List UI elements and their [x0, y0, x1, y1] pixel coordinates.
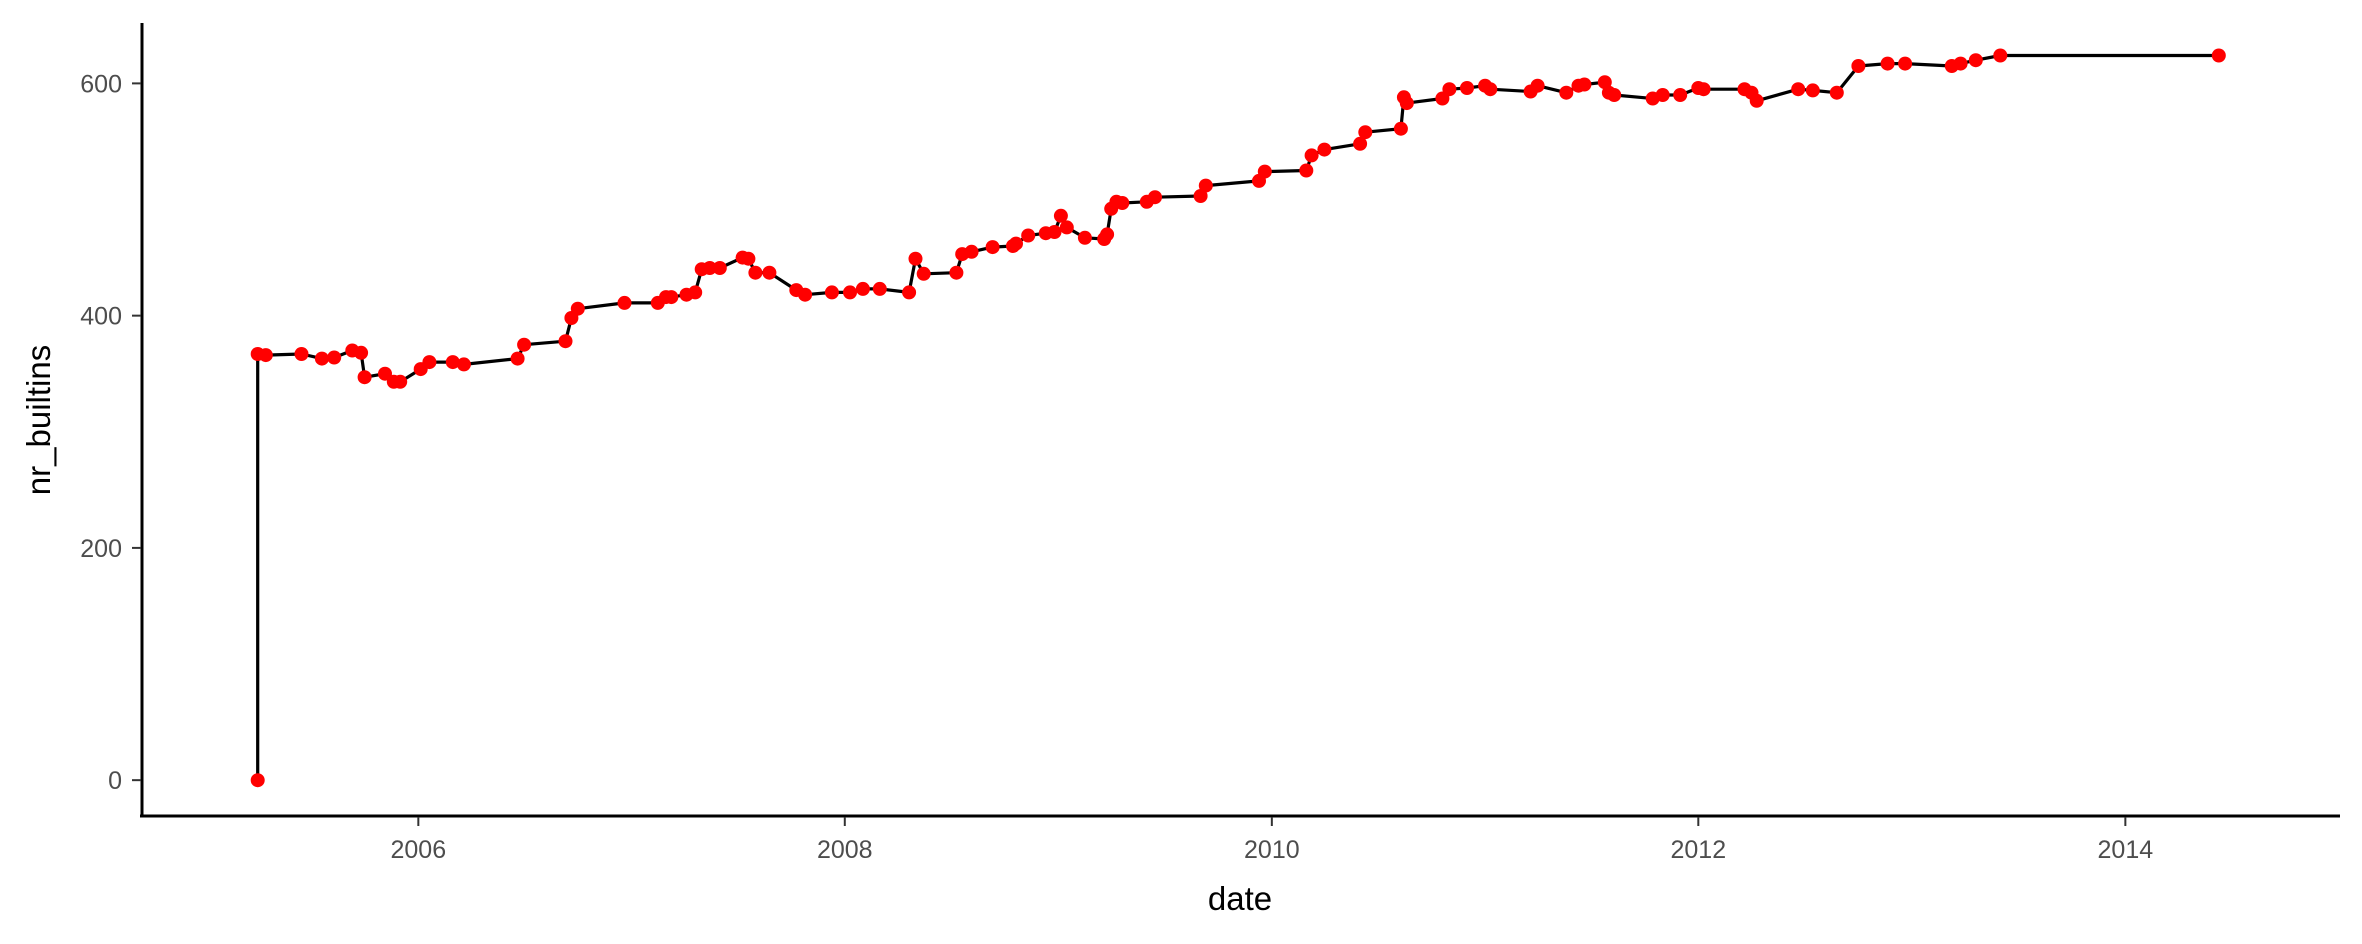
data-point: [1696, 82, 1711, 97]
data-point: [294, 347, 309, 361]
data-point: [1559, 85, 1574, 100]
x-axis-ticks: 2006 2008 2010 2012 2014: [391, 817, 2154, 864]
y-tick-label: 600: [80, 70, 122, 98]
data-point: [1077, 230, 1092, 245]
data-point: [393, 374, 408, 389]
data-point: [357, 370, 372, 385]
data-point: [1483, 82, 1498, 97]
data-point: [1304, 148, 1319, 163]
y-axis-title: nr_builtins: [20, 345, 57, 495]
data-point: [902, 285, 917, 300]
data-point: [1577, 77, 1592, 92]
data-point: [664, 290, 679, 305]
data-point: [1829, 85, 1844, 100]
data-point: [1880, 56, 1895, 71]
data-point: [558, 334, 573, 349]
data-point: [1460, 81, 1474, 95]
data-point: [517, 337, 532, 352]
data-point: [748, 265, 763, 280]
data-point: [1021, 228, 1036, 243]
data-point: [1993, 48, 2008, 63]
data-point: [1393, 121, 1408, 136]
data-point: [1655, 88, 1670, 102]
data-point: [327, 350, 342, 365]
x-tick-label: 2012: [1670, 836, 1726, 864]
data-point: [378, 366, 392, 381]
data-point: [422, 355, 437, 370]
data-point: [1673, 88, 1688, 102]
data-point: [1257, 164, 1272, 179]
plot-area: [250, 48, 2226, 788]
data-point: [843, 285, 857, 300]
data-point: [1607, 88, 1622, 102]
data-point: [985, 240, 1000, 255]
data-point: [445, 355, 460, 370]
data-point: [1442, 82, 1457, 97]
data-point: [314, 351, 329, 366]
x-tick-label: 2006: [391, 836, 447, 864]
data-point: [1198, 178, 1213, 193]
data-point: [824, 285, 839, 300]
data-point: [1047, 225, 1062, 239]
data-point: [1791, 82, 1806, 97]
x-tick-label: 2008: [817, 836, 873, 864]
data-point: [741, 251, 756, 266]
data-point: [1968, 53, 1983, 68]
data-point: [1299, 163, 1314, 178]
data-point: [916, 266, 931, 281]
data-point: [1399, 96, 1414, 111]
x-tick-label: 2010: [1244, 836, 1300, 864]
y-tick-label: 400: [80, 303, 122, 331]
data-point: [1148, 190, 1162, 205]
data-point: [1053, 208, 1068, 223]
x-tick-label: 2014: [2098, 836, 2154, 864]
data-point: [617, 295, 632, 310]
data-point: [1358, 125, 1373, 140]
data-point: [456, 357, 471, 372]
data-point: [570, 301, 585, 316]
data-point: [1317, 142, 1332, 157]
data-point: [949, 265, 964, 280]
data-point: [762, 265, 777, 280]
data-point: [1749, 93, 1764, 108]
data-point: [872, 281, 887, 296]
data-point: [798, 287, 813, 302]
data-point: [855, 281, 870, 296]
y-tick-label: 0: [108, 767, 122, 795]
data-point: [1851, 59, 1866, 73]
data-point: [1115, 196, 1130, 210]
series-line: [256, 53, 2219, 781]
data-point: [1193, 189, 1208, 203]
data-point: [1597, 75, 1612, 90]
data-point: [702, 261, 717, 275]
y-axis-ticks: 0 200 400 600: [80, 70, 141, 795]
data-point: [688, 285, 703, 300]
data-point: [908, 251, 923, 266]
data-point: [1805, 83, 1820, 98]
x-axis-title: date: [1208, 880, 1272, 917]
data-point: [258, 348, 273, 363]
data-point: [964, 244, 979, 259]
data-point: [1009, 236, 1023, 251]
data-point: [354, 345, 369, 360]
data-point: [712, 261, 727, 275]
data-point: [250, 773, 265, 788]
data-point: [1059, 220, 1074, 235]
y-tick-label: 200: [80, 535, 122, 563]
data-point: [2211, 48, 2226, 63]
data-point: [1530, 78, 1545, 93]
data-point: [510, 351, 525, 366]
data-point: [1100, 227, 1115, 242]
data-point: [1898, 56, 1913, 71]
data-point: [1953, 56, 1968, 71]
data-point: [1353, 136, 1368, 151]
